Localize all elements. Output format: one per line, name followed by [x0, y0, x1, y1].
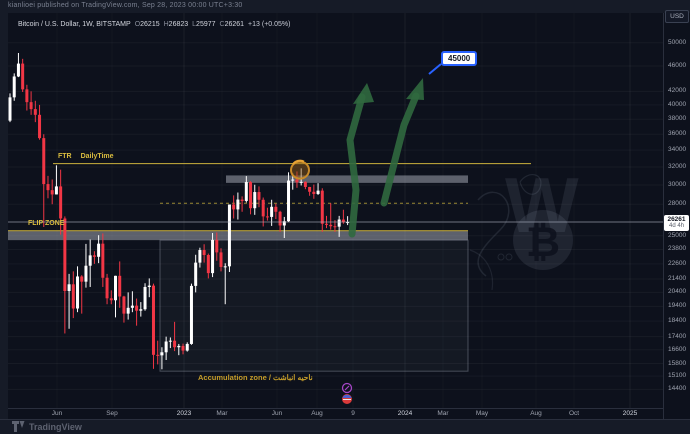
price-tick-label: 36000: [668, 130, 687, 138]
chart-plot-area[interactable]: [8, 13, 663, 408]
time-tick-label: Oct: [568, 410, 580, 417]
time-axis[interactable]: Jun Sep 2023 Mar Jun Aug 9 2024 Mar May Aug Oct 2025: [8, 408, 663, 420]
bottom-toolbar-strip: [0, 419, 690, 434]
time-tick-label: Jun: [271, 410, 283, 417]
time-tick-label: Mar: [216, 410, 228, 417]
time-tick-label: Aug: [311, 410, 323, 417]
symbol-legend[interactable]: Bitcoin / U.S. Dollar, 1W, BITSTAMP O2621…: [18, 21, 290, 28]
legend-ohlc-value: 26261: [224, 21, 245, 28]
price-tick-label: 30000: [668, 181, 687, 188]
time-tick-label: Mar: [437, 410, 449, 417]
price-tick-label: 20400: [668, 288, 687, 296]
price-tick-label: 21400: [668, 275, 687, 283]
currency-toggle-button[interactable]: USD: [665, 10, 689, 23]
attribution-bar: kianlioei published on TradingView.com, …: [8, 2, 243, 9]
price-tick-label: 42000: [668, 87, 687, 95]
price-tick-label: 32000: [668, 163, 687, 171]
legend-change-value: +13 (+0.05%): [248, 21, 291, 28]
price-tick-label: 19400: [668, 302, 687, 310]
legend-ohlc-key: L: [192, 21, 197, 28]
price-tick-label: 25000: [668, 231, 687, 239]
price-tick-label: 14400: [668, 385, 687, 393]
price-tick-label: 18400: [668, 317, 687, 325]
price-tick-label: 16600: [668, 345, 687, 353]
price-target-callout[interactable]: 45000: [441, 51, 478, 66]
price-tick-label: 50000: [668, 38, 687, 46]
attribution-text: kianlioei published on TradingView.com, …: [8, 2, 243, 9]
price-tick-label: 46000: [668, 62, 687, 69]
dailytime-text: DailyTime: [80, 153, 114, 160]
price-tick-label: 38000: [668, 115, 687, 123]
time-tick-label: 2023: [176, 410, 192, 417]
price-tick-label: 34000: [668, 146, 687, 154]
bar-countdown: 4d 4h: [668, 223, 684, 229]
price-tick-label: 15100: [668, 372, 687, 380]
legend-symbol-text: Bitcoin / U.S. Dollar, 1W, BITSTAMP: [18, 21, 131, 28]
price-tick-label: 17400: [668, 332, 687, 340]
current-price-label: 26261 4d 4h: [664, 215, 689, 231]
legend-ohlc-key: C: [219, 21, 225, 28]
tradingview-logo-icon: [12, 421, 25, 432]
time-tick-label: 2025: [622, 410, 638, 417]
time-tick-label: Sep: [106, 410, 118, 417]
price-tick-label: 28000: [668, 200, 687, 208]
flip-zone-label: FLIP ZONE: [28, 220, 65, 227]
price-tick-label: 40000: [668, 100, 687, 108]
time-tick-label: May: [475, 410, 489, 417]
current-price-value: 26261: [667, 216, 686, 223]
legend-ohlc-value: 25977: [196, 21, 216, 28]
price-tick-label: 23800: [668, 245, 687, 253]
time-tick-label: Aug: [530, 410, 542, 417]
time-tick-label: 9: [351, 410, 355, 417]
price-tick-label: 15800: [668, 359, 687, 367]
tradingview-branding[interactable]: TradingView: [12, 421, 82, 432]
tradingview-logo-text: TradingView: [29, 421, 82, 432]
ftr-text: FTR: [58, 153, 72, 160]
legend-ohlc-value: 26823: [168, 21, 189, 28]
time-tick-label: Jun: [51, 410, 63, 417]
ftr-dailytime-label: FTR DailyTime: [58, 153, 114, 160]
accumulation-zone-label: Accumulation zone / ناحیه انباشت: [198, 373, 313, 382]
legend-ohlc-value: 26215: [140, 21, 160, 28]
legend-ohlc-key: O: [134, 21, 141, 28]
price-tick-label: 22600: [668, 259, 687, 267]
time-tick-label: 2024: [397, 410, 413, 417]
legend-ohlc-key: H: [163, 21, 169, 28]
